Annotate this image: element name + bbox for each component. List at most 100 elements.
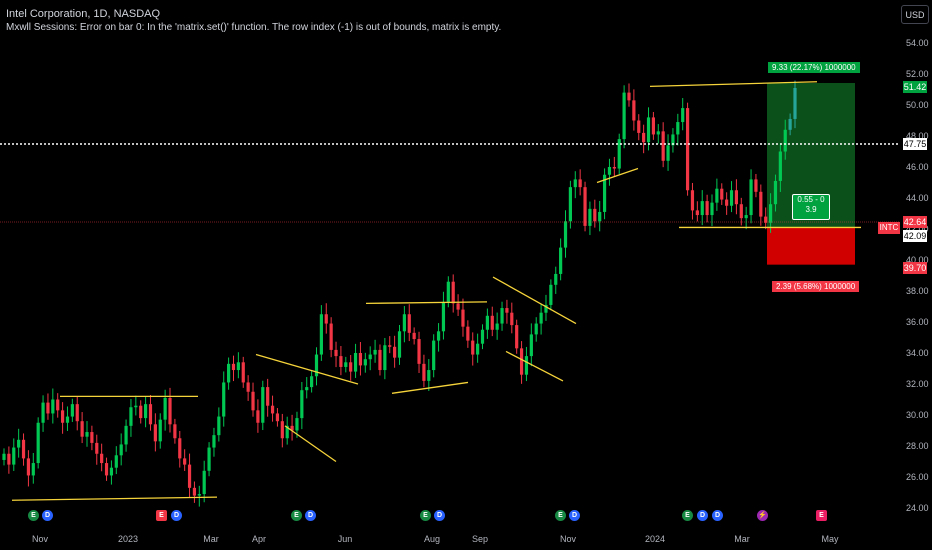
dividend-event-icon[interactable]: D	[305, 510, 316, 521]
candle-body	[373, 349, 377, 355]
candle-body	[500, 308, 504, 324]
candle-body	[544, 304, 548, 313]
candle-body	[314, 354, 319, 377]
earnings-event-icon[interactable]: E	[156, 510, 167, 521]
dividend-event-icon[interactable]: D	[569, 510, 580, 521]
candle-body	[471, 340, 475, 355]
candle-body	[524, 356, 529, 375]
candle-body	[744, 215, 748, 219]
y-tick-label: 52.00	[906, 69, 929, 79]
candle-body	[529, 334, 533, 357]
candle-body	[568, 187, 572, 222]
x-tick-label: Jun	[337, 534, 353, 544]
candle-body	[90, 432, 94, 443]
trendline[interactable]	[365, 301, 488, 305]
candle-body	[554, 273, 558, 285]
dividend-event-icon[interactable]: D	[42, 510, 53, 521]
trendline[interactable]	[505, 350, 564, 382]
candle-body	[461, 309, 465, 327]
dividend-event-icon[interactable]: D	[697, 510, 708, 521]
candle-body	[612, 167, 616, 169]
earnings-event-icon[interactable]: E	[28, 510, 39, 521]
candle-body	[339, 356, 343, 367]
candle-body	[397, 331, 402, 358]
dividend-event-icon[interactable]: D	[434, 510, 445, 521]
earnings-event-icon[interactable]: E	[816, 510, 827, 521]
candle-body	[163, 397, 167, 420]
currency-button[interactable]: USD	[901, 5, 929, 24]
candle-body	[363, 359, 367, 366]
candle-body	[739, 204, 743, 219]
candle-body	[393, 346, 397, 358]
candle-body	[192, 487, 197, 496]
candle-body	[602, 174, 607, 212]
trendline[interactable]	[649, 81, 818, 88]
trendline[interactable]	[596, 167, 639, 184]
x-tick-label: Mar	[203, 534, 219, 544]
candle-body	[56, 399, 60, 411]
candle-body	[75, 404, 79, 422]
stop-zone[interactable]	[767, 227, 855, 265]
candle-body	[119, 444, 123, 456]
candle-body	[26, 458, 31, 476]
candle-body	[685, 108, 690, 191]
candle-body	[183, 458, 187, 465]
candle-body	[598, 211, 602, 222]
candle-body	[505, 308, 509, 313]
candle-body	[549, 284, 553, 305]
candle-body	[353, 353, 358, 372]
y-tick-label: 50.00	[906, 100, 929, 110]
trendline[interactable]	[492, 276, 577, 325]
candle-body	[734, 190, 739, 205]
candle-body	[100, 453, 104, 464]
dividend-event-icon[interactable]: D	[712, 510, 723, 521]
candle-body	[705, 201, 709, 216]
candle-body	[2, 453, 6, 460]
candle-body	[725, 199, 729, 206]
candle-body	[427, 370, 431, 381]
y-tick-label: 28.00	[906, 441, 929, 451]
stop-label: 2.39 (5.68%) 1000000	[772, 281, 860, 292]
candle-body	[583, 187, 587, 226]
candle-body	[21, 439, 26, 459]
candle-body	[754, 179, 758, 192]
candle-body	[534, 323, 538, 335]
y-tick-label: 48.00	[906, 131, 929, 141]
earnings-event-icon[interactable]: E	[555, 510, 566, 521]
earnings-event-icon[interactable]: E	[420, 510, 431, 521]
dividend-event-icon[interactable]: D	[171, 510, 182, 521]
x-tick-label: Nov	[559, 534, 577, 544]
candle-body	[305, 387, 309, 391]
candle-body	[695, 210, 699, 216]
candle-body	[7, 453, 11, 465]
candle-body	[212, 435, 216, 448]
candle-body	[60, 410, 65, 423]
candle-body	[36, 422, 40, 464]
trendline[interactable]	[391, 381, 469, 394]
candle-body	[85, 432, 89, 437]
candle-body	[109, 467, 114, 476]
split-event-icon[interactable]: ⚡	[757, 510, 768, 521]
trendline[interactable]	[284, 425, 337, 463]
candle-body	[241, 362, 245, 383]
earnings-event-icon[interactable]: E	[682, 510, 693, 521]
candle-body	[143, 404, 148, 419]
candle-body	[148, 404, 153, 425]
risk-reward-box[interactable]: 0.55 - 0 3.9	[792, 194, 830, 220]
trendline[interactable]	[11, 496, 218, 501]
candle-body	[783, 129, 787, 152]
earnings-event-icon[interactable]: E	[291, 510, 302, 521]
trendlines	[11, 81, 861, 501]
x-tick-label: 2023	[117, 534, 139, 544]
trendline[interactable]	[255, 353, 359, 385]
candle-body	[334, 349, 338, 357]
candles	[2, 80, 797, 507]
candle-body	[485, 315, 489, 330]
candle-body	[422, 363, 426, 381]
candle-body	[720, 188, 724, 200]
candle-body	[588, 208, 592, 226]
x-tick-label: Mar	[734, 534, 750, 544]
indicator-error: Mxwll Sessions: Error on bar 0: In the '…	[6, 22, 502, 33]
risk-reward-line1: 0.55 - 0	[797, 195, 825, 204]
